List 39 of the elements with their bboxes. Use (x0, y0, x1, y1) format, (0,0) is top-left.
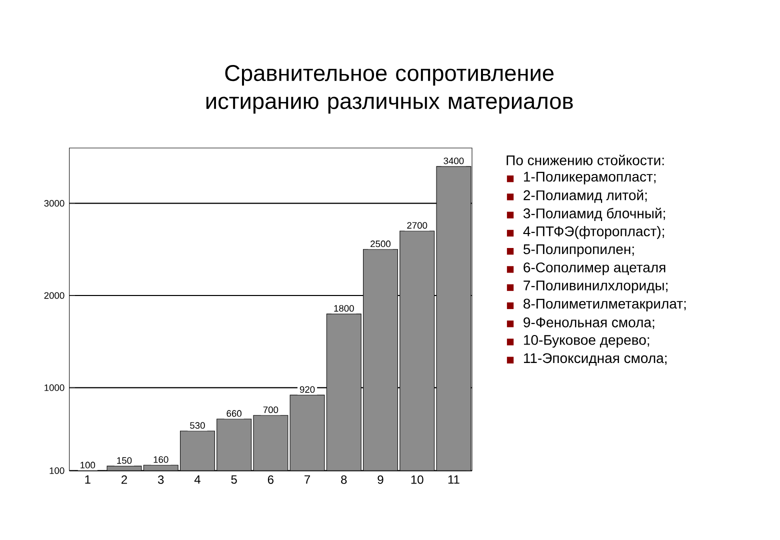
text: 5-Полипропилен; (524, 244, 634, 257)
y-tick-label: 100 (50, 467, 64, 474)
data-label: 3400 (444, 158, 464, 164)
x-tick-label: 10 (411, 475, 424, 484)
x-tick-label: 2 (122, 475, 127, 484)
data-label: 1800 (334, 305, 354, 312)
y-tick-label: 2000 (44, 292, 64, 299)
data-label: 2500 (370, 240, 391, 248)
x-tick-label: 7 (304, 475, 310, 484)
y-tick-label: 3000 (44, 200, 64, 207)
x-tick-label: 4 (194, 475, 200, 484)
x-tick-label: 8 (341, 475, 347, 484)
text: 11-Эпоксидная смола; (524, 353, 667, 366)
data-label: 100 (80, 462, 96, 468)
data-label: 920 (300, 386, 315, 393)
text: 7-Поливинилхлориды; (524, 280, 668, 294)
data-label: 700 (263, 406, 278, 414)
text: 2-Полиамид литой; (524, 190, 647, 203)
data-label: 530 (190, 422, 205, 429)
text: 1-Поликерамопласт; (524, 172, 656, 184)
text: 4-ПТФЭ(фторопласт); (523, 226, 664, 240)
text: По снижению стойкости: (506, 154, 664, 166)
text: 6-Сополимер ацеталя (524, 262, 666, 276)
text: 8-Полиметилметакрилат; (524, 298, 686, 312)
text: 3-Полиамид блочный; (523, 208, 665, 221)
x-tick-label: 9 (378, 475, 384, 484)
text: 9-Фенольная смола; (524, 317, 654, 329)
data-label: 160 (154, 456, 168, 463)
data-label: 150 (117, 457, 132, 464)
data-label: 660 (226, 410, 242, 417)
x-tick-label: 11 (448, 475, 460, 484)
x-tick-label: 1 (85, 475, 90, 484)
y-tick-label: 1000 (44, 384, 64, 391)
text: 10-Буковое дерево; (524, 335, 650, 348)
x-tick-label: 5 (231, 475, 237, 484)
chart-title: Сравнительное сопротивление истиранию различных материалов (206, 65, 573, 114)
x-tick-label: 3 (158, 475, 164, 484)
x-tick-label: 6 (268, 475, 274, 484)
data-label: 2700 (407, 222, 428, 229)
